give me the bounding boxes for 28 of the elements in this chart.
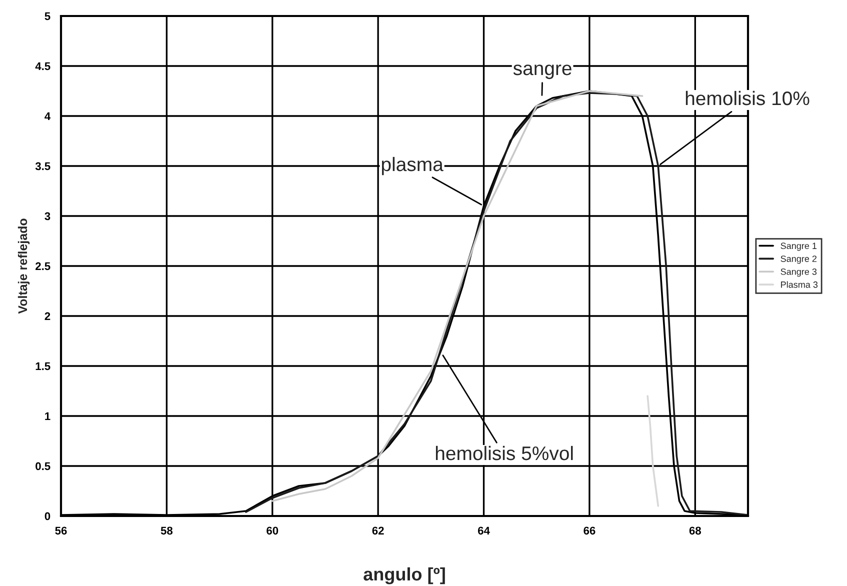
annotation: plasma bbox=[382, 156, 444, 176]
annotation: sangre bbox=[513, 64, 572, 80]
y-tick-label: 0 bbox=[44, 512, 50, 520]
annotation: hemolisis 10% bbox=[686, 90, 810, 106]
x-tick-label: 68 bbox=[689, 526, 701, 535]
legend-label: Sangre 2 bbox=[780, 256, 817, 264]
y-tick-label: 5 bbox=[44, 12, 50, 20]
y-tick-label: 1.5 bbox=[36, 362, 50, 370]
x-tick-label: 62 bbox=[372, 526, 384, 535]
y-tick-label: 4 bbox=[44, 112, 51, 120]
y-axis-title: Voltaje reflejado bbox=[18, 218, 30, 314]
x-tick-label: 56 bbox=[55, 526, 67, 535]
x-tick-label: 58 bbox=[160, 526, 173, 535]
x-axis-title: angulo [º] bbox=[364, 567, 445, 584]
legend-label: Sangre 1 bbox=[780, 242, 817, 251]
annotation: hemolisis 5%vol bbox=[436, 446, 573, 460]
y-tick-label: 1 bbox=[45, 412, 50, 420]
y-tick-label: 2.5 bbox=[36, 262, 50, 270]
x-tick-label: 64 bbox=[478, 526, 490, 535]
y-tick-label: 2 bbox=[44, 312, 50, 320]
y-tick-label: 3.5 bbox=[35, 162, 50, 170]
y-tick-label: 0.5 bbox=[36, 462, 50, 470]
x-tick-label: 60 bbox=[266, 526, 278, 535]
x-tick-label: 66 bbox=[584, 526, 596, 535]
y-tick-label: 4.5 bbox=[35, 62, 50, 70]
legend-label: Sangre 3 bbox=[780, 268, 817, 277]
y-tick-label: 3 bbox=[44, 212, 50, 220]
legend-label: Plasma 3 bbox=[781, 281, 818, 288]
